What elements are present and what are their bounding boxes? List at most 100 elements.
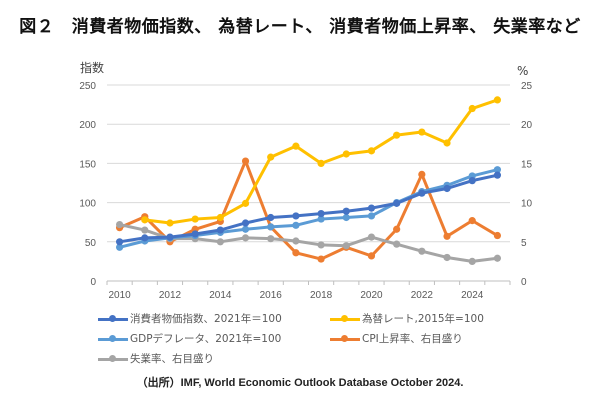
series-layer <box>115 96 502 265</box>
series-0 <box>115 171 502 246</box>
data-point <box>141 226 149 234</box>
data-point <box>418 189 426 197</box>
series-3 <box>115 157 502 263</box>
data-point <box>468 177 476 185</box>
data-point <box>267 235 275 243</box>
y-right-tick-label: 20 <box>521 120 533 131</box>
x-tick-label: 2018 <box>310 290 333 301</box>
data-point <box>317 159 325 167</box>
data-point <box>241 219 250 227</box>
y-right-tick-label: 5 <box>521 238 527 249</box>
data-point <box>342 150 350 158</box>
data-point <box>241 225 250 233</box>
data-point <box>393 225 401 233</box>
y-left-tick-label: 150 <box>79 159 96 170</box>
data-point <box>443 139 451 147</box>
x-tick-label: 2012 <box>159 290 182 301</box>
data-point <box>418 170 426 178</box>
data-point <box>493 171 502 179</box>
chart-title: 図２ 消費者物価指数、 為替レート、 消費者物価上昇率、 失業率など <box>19 17 581 37</box>
legend-swatch <box>98 314 128 324</box>
data-point <box>393 131 401 139</box>
y-left-tick-label: 200 <box>79 120 96 131</box>
line-chart: 0 50 100 150 200 250 0 5 10 15 20 25 2010 2012 2014 201… <box>79 60 532 301</box>
data-point <box>292 249 300 257</box>
data-point <box>115 243 124 251</box>
data-point <box>267 153 275 161</box>
gridlines <box>107 84 510 243</box>
data-point <box>141 216 149 224</box>
data-point <box>292 237 300 245</box>
data-point <box>115 220 124 229</box>
y-right-tick-label: 25 <box>521 81 533 92</box>
y-left-tick-label: 50 <box>85 238 97 249</box>
y-left-tick-label: 250 <box>79 81 96 92</box>
legend-item: CPI上昇率、右目盛り <box>330 331 463 346</box>
series-line <box>119 223 498 263</box>
data-point <box>393 199 401 207</box>
x-tick-label: 2020 <box>360 290 383 301</box>
legend-item: 消費者物価指数、2021年＝100 <box>98 311 282 326</box>
data-point <box>393 240 401 248</box>
x-tick-label: 2022 <box>411 290 434 301</box>
legend-swatch <box>330 334 360 344</box>
data-point <box>191 215 199 223</box>
legend-item: GDPデフレータ、2021年=100 <box>98 331 281 346</box>
data-point <box>367 204 376 212</box>
data-point <box>468 217 476 225</box>
data-point <box>292 142 300 150</box>
x-tick-label: 2010 <box>108 290 131 301</box>
data-point <box>292 212 300 220</box>
data-point <box>241 199 250 207</box>
series-line <box>119 173 498 244</box>
data-point <box>317 215 325 223</box>
data-point <box>241 234 250 242</box>
data-point <box>493 96 502 104</box>
legend-item: 為替レート,2015年=100 <box>330 311 484 326</box>
data-point <box>191 230 199 238</box>
data-point <box>468 257 476 265</box>
source-note: （出所）IMF, World Economic Outlook Database… <box>136 377 464 389</box>
data-point <box>468 104 476 113</box>
data-point <box>367 147 376 155</box>
data-point <box>367 212 376 220</box>
legend-label: 消費者物価指数、2021年＝100 <box>130 313 282 325</box>
data-point <box>317 209 325 218</box>
legend-item: 失業率、右目盛り <box>98 351 214 366</box>
data-point <box>317 255 325 263</box>
series-4 <box>115 220 502 265</box>
series-1 <box>141 96 502 227</box>
data-point <box>115 238 124 246</box>
data-point <box>342 207 350 215</box>
series-2 <box>115 166 502 251</box>
legend-label: GDPデフレータ、2021年=100 <box>130 333 282 345</box>
data-point <box>267 223 275 231</box>
data-point <box>493 166 502 174</box>
legend-label: 為替レート,2015年=100 <box>362 313 484 325</box>
legend-swatch <box>98 354 128 364</box>
data-point <box>418 247 426 255</box>
y-right-tick-label: 0 <box>521 277 527 288</box>
legend-label: CPI上昇率、右目盛り <box>362 333 463 345</box>
data-point <box>166 219 174 227</box>
axes: 0 50 100 150 200 250 0 5 10 15 20 25 2010 2012 2014 201… <box>79 81 532 301</box>
right-axis-unit: % <box>517 64 528 78</box>
data-point <box>443 184 451 193</box>
data-point <box>443 232 451 240</box>
data-point <box>317 241 325 249</box>
x-tick-label: 2024 <box>461 290 484 301</box>
y-right-tick-label: 10 <box>521 199 533 210</box>
y-left-tick-label: 100 <box>79 199 96 210</box>
data-point <box>367 252 376 260</box>
data-point <box>367 233 376 241</box>
legend-swatch <box>98 334 128 344</box>
data-point <box>141 234 149 242</box>
x-tick-label: 2014 <box>209 290 232 301</box>
data-point <box>493 254 502 262</box>
legend-swatch <box>330 314 360 324</box>
legend-label: 失業率、右目盛り <box>130 353 214 365</box>
data-point <box>342 242 350 250</box>
data-point <box>493 231 502 240</box>
data-point <box>443 253 451 262</box>
x-tick-label: 2016 <box>260 290 283 301</box>
